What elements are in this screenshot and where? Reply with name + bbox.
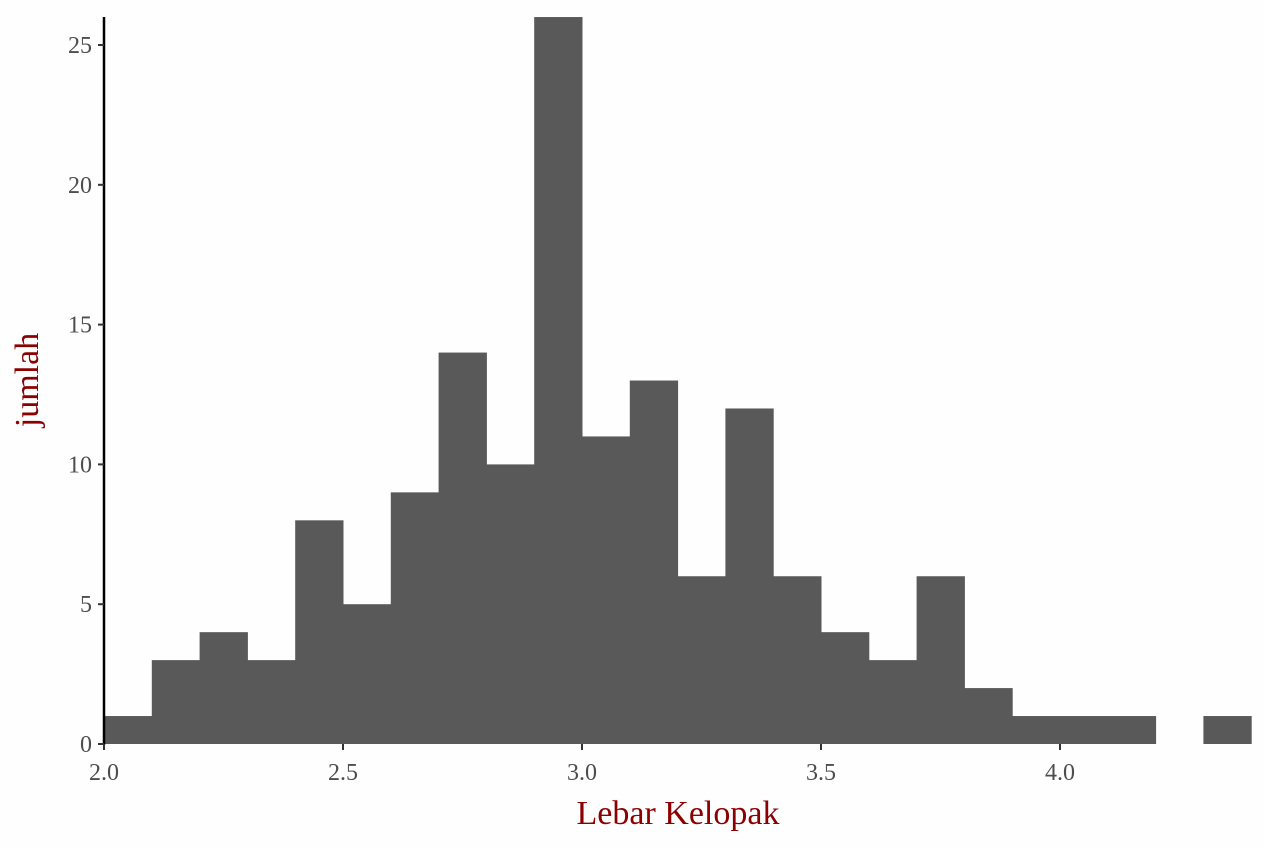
histogram-bar [868, 660, 918, 744]
x-tick-label: 4.0 [1045, 760, 1075, 786]
x-axis-title: Lebar Kelopak [577, 795, 780, 832]
y-axis-title: jumlah [9, 333, 46, 428]
histogram-bar [104, 716, 153, 744]
histogram-bar [582, 436, 631, 744]
histogram-bar [916, 576, 965, 744]
y-tick-label: 5 [80, 592, 92, 618]
histogram-bar [1060, 716, 1109, 744]
histogram-bar [677, 576, 726, 744]
histogram-bar [390, 492, 440, 744]
y-tick-label: 15 [68, 313, 92, 339]
histogram-bar [247, 660, 296, 744]
y-tick-label: 20 [68, 173, 92, 199]
histogram-bar [773, 576, 822, 744]
x-tick-label: 3.5 [806, 760, 836, 786]
x-ticks: 2.0 2.5 3.0 3.5 4.0 [89, 744, 1075, 786]
histogram-bar [295, 520, 344, 744]
y-tick-label: 10 [68, 452, 92, 478]
histogram-bar [964, 688, 1013, 744]
histogram-bar [343, 604, 392, 744]
histogram-bar [1107, 716, 1157, 744]
x-tick-label: 3.0 [567, 760, 597, 786]
histogram-bar [486, 464, 535, 744]
y-ticks: 0 5 10 15 20 25 [68, 33, 104, 758]
histogram-bar [534, 17, 583, 745]
histogram-bar [821, 632, 870, 744]
histogram-bar [438, 352, 487, 744]
x-tick-label: 2.5 [328, 760, 358, 786]
y-tick-label: 0 [80, 732, 92, 758]
histogram-bar [1203, 716, 1252, 744]
bars-group [104, 17, 1252, 745]
histogram-bar [725, 408, 774, 744]
histogram-bar [629, 380, 679, 744]
histogram-bar [199, 632, 248, 744]
y-tick-label: 25 [68, 33, 92, 59]
histogram-bar [151, 660, 201, 744]
histogram-bar [1012, 716, 1061, 744]
x-tick-label: 2.0 [89, 760, 119, 786]
